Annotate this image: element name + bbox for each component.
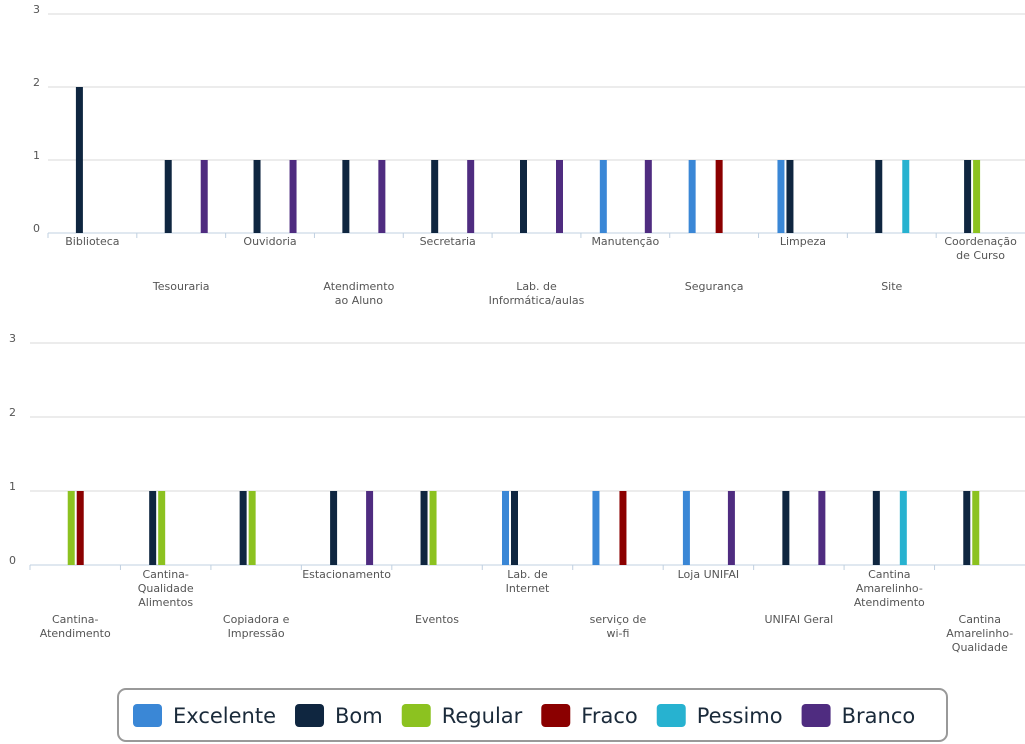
bar [342, 160, 350, 233]
bar [644, 160, 652, 233]
bar [200, 160, 208, 233]
y-tick-label: 3 [33, 3, 40, 16]
bar [902, 160, 910, 233]
legend-label: Excelente [173, 704, 276, 728]
bar [786, 160, 794, 233]
x-tick-label: Copiadora e Impressão [223, 613, 290, 640]
legend-swatch [801, 704, 831, 727]
bar [777, 160, 785, 233]
bar [972, 491, 980, 565]
bar [289, 160, 297, 233]
bar [502, 491, 509, 565]
bar [253, 160, 261, 233]
bar [715, 160, 723, 233]
y-tick-label: 3 [9, 332, 16, 345]
bar [67, 491, 75, 565]
bar [872, 491, 880, 565]
bar [963, 491, 971, 565]
y-tick-label: 2 [9, 406, 16, 419]
legend-swatch [401, 704, 431, 727]
x-tick-label: Coordenação de Curso [944, 235, 1017, 262]
bar [378, 160, 386, 233]
bar [688, 160, 696, 233]
bar [420, 491, 428, 565]
bar [511, 491, 518, 565]
y-tick-label: 1 [33, 149, 40, 162]
legend-swatch [541, 704, 571, 727]
legend-label: Fraco [581, 704, 637, 728]
legend-label: Regular [442, 704, 523, 728]
y-tick-label: 2 [33, 76, 40, 89]
y-tick-label: 1 [9, 480, 16, 493]
x-tick-label: Lab. de Internet [506, 568, 550, 595]
x-tick-label: Cantina-Qualidade Alimentos [138, 568, 194, 609]
bar [248, 491, 256, 565]
x-tick-label: Tesouraria [152, 280, 210, 293]
bar [76, 491, 84, 565]
x-tick-label: Atendimento ao Aluno [323, 280, 394, 307]
bar [330, 491, 338, 565]
bar [431, 160, 439, 233]
x-tick-label: Site [881, 280, 902, 293]
x-tick-label: Lab. de Informática/aulas [489, 280, 585, 307]
y-tick-label: 0 [33, 222, 40, 235]
bar [875, 160, 883, 233]
legend-box [117, 688, 948, 742]
bar [818, 491, 826, 565]
bar [164, 160, 172, 233]
x-tick-label: Segurança [685, 280, 744, 293]
x-tick-label: Limpeza [780, 235, 826, 248]
bar [619, 491, 627, 565]
legend-label: Branco [842, 704, 916, 728]
bar [429, 491, 437, 565]
bar [727, 491, 735, 565]
bar [366, 491, 374, 565]
bar [682, 491, 690, 565]
x-tick-label: Eventos [415, 613, 459, 626]
bar [149, 491, 157, 565]
bar [556, 160, 563, 233]
bar [592, 491, 600, 565]
y-tick-label: 0 [9, 554, 16, 567]
x-tick-label: Cantina Amarelinho-Qualidade [946, 613, 1013, 654]
x-tick-label: Cantina Amarelinho-Atendimento [854, 568, 925, 609]
x-tick-label: Manutenção [591, 235, 659, 248]
legend-swatch [656, 704, 686, 727]
bar [239, 491, 247, 565]
bar [899, 491, 907, 565]
legend-swatch [295, 704, 325, 727]
x-tick-label: serviço de wi-fi [590, 613, 647, 640]
legend-swatch [133, 704, 162, 727]
legend-label: Pessimo [697, 704, 783, 728]
x-tick-label: Cantina-Atendimento [40, 613, 111, 640]
bar [467, 160, 475, 233]
bar [599, 160, 607, 233]
bar [964, 160, 972, 233]
legend: Excelente Bom Regular Fraco Pessimo Branco [133, 704, 915, 728]
x-tick-label: Biblioteca [65, 235, 119, 248]
x-tick-label: Estacionamento [302, 568, 391, 581]
x-tick-label: UNIFAI Geral [765, 613, 834, 626]
x-tick-label: Ouvidoria [243, 235, 296, 248]
bar [973, 160, 981, 233]
bar [782, 491, 790, 565]
x-tick-label: Secretaria [420, 235, 476, 248]
bar [158, 491, 166, 565]
bar [520, 160, 527, 233]
legend-label: Bom [335, 704, 383, 728]
bar [75, 87, 83, 233]
x-tick-label: Loja UNIFAI [678, 568, 740, 581]
